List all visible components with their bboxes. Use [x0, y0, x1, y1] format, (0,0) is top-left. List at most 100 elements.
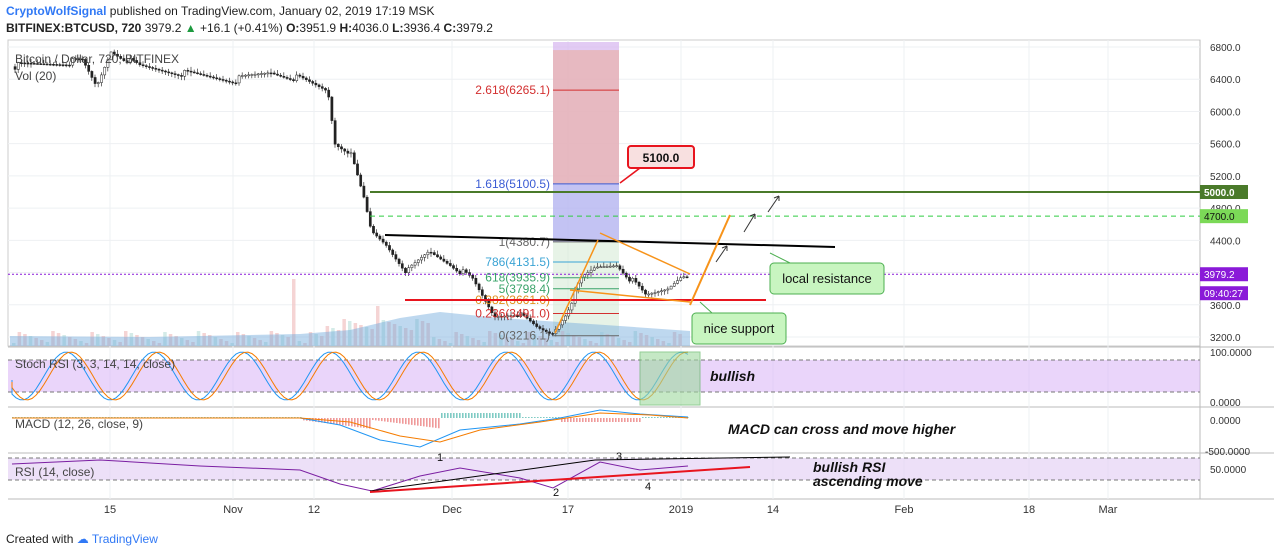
candle-body — [544, 329, 548, 333]
candle-body — [388, 245, 391, 251]
rsi-band — [8, 458, 1200, 480]
candle-body — [548, 331, 551, 334]
macd-histogram-bar — [531, 417, 533, 418]
macd-histogram-bar — [612, 418, 614, 422]
candle-body — [298, 74, 302, 77]
candle-body — [52, 64, 55, 66]
macd-histogram-bar — [663, 417, 665, 418]
author-name[interactable]: CryptoWolfSignal — [6, 4, 107, 18]
volume-bar — [208, 335, 212, 346]
volume-bar — [521, 343, 526, 346]
volume-bar — [112, 340, 117, 346]
volume-bar — [376, 306, 380, 346]
candle-body — [36, 63, 39, 65]
volume-bar — [672, 332, 677, 346]
level-5000-tag — [1200, 185, 1248, 199]
volume-bar — [471, 338, 475, 346]
series-title: Bitcoin / Dollar, 720, BITFINEX — [15, 52, 179, 66]
candle-body — [304, 77, 308, 80]
published-text: published on TradingView.com, January 02… — [109, 4, 435, 18]
candle-body — [234, 82, 238, 85]
candle-body — [186, 70, 190, 72]
level-4700-tag — [1200, 209, 1248, 224]
rsi-tick-label: 50.0000 — [1210, 465, 1247, 476]
volume-bar — [168, 334, 173, 346]
candle-body — [260, 73, 263, 75]
candle-body — [560, 320, 564, 326]
macd-histogram-bar — [546, 417, 548, 418]
stoch-title: Stoch RSI (3, 3, 14, 14, close) — [15, 357, 175, 371]
fib-zone-1618 — [553, 183, 619, 242]
volume-bar — [650, 337, 654, 346]
volume-bar — [320, 336, 324, 346]
support-callout-text: nice support — [704, 321, 775, 336]
macd-histogram-bar — [390, 418, 392, 423]
y-tick-label: 6000.0 — [1210, 107, 1241, 118]
volume-bar — [17, 332, 22, 346]
candle-body — [570, 302, 574, 311]
volume-bar — [163, 332, 167, 346]
macd-histogram-bar — [396, 418, 398, 423]
volume-title: Vol (20) — [15, 69, 56, 83]
x-tick-label: Dec — [442, 504, 462, 516]
macd-histogram-bar — [609, 418, 611, 422]
candle-body — [314, 82, 318, 86]
candle-body — [16, 62, 20, 70]
stoch-band — [8, 360, 1200, 392]
macd-histogram-bar — [606, 418, 608, 422]
macd-histogram-bar — [363, 418, 365, 428]
macd-histogram-bar — [480, 413, 482, 418]
candle-body — [247, 74, 251, 77]
candle-body — [640, 285, 644, 291]
candle-body — [464, 269, 468, 273]
tradingview-logo-icon[interactable]: ☁ — [76, 532, 89, 546]
macd-histogram-bar — [405, 418, 407, 425]
tradingview-brand[interactable]: TradingView — [91, 532, 158, 546]
candle-body — [375, 232, 379, 237]
volume-bar — [174, 336, 178, 346]
macd-histogram-bar — [645, 417, 647, 418]
candle-body — [477, 283, 481, 290]
candle-body — [183, 70, 187, 77]
current-price-tag — [1200, 267, 1248, 282]
rsi-trendline-upper — [369, 459, 596, 492]
macd-histogram-bar — [528, 417, 530, 418]
macd-histogram-bar — [558, 417, 560, 418]
macd-histogram-bar — [441, 413, 443, 418]
rsi-trendline-ext — [594, 456, 791, 461]
candle-body — [445, 260, 449, 264]
candle-body — [263, 72, 267, 75]
candle-body — [224, 80, 228, 82]
volume-bar — [247, 336, 251, 346]
volume-bar — [118, 342, 122, 346]
macd-histogram-bar — [630, 418, 632, 422]
macd-histogram-bar — [501, 413, 503, 418]
volume-bar — [600, 332, 604, 346]
volume-bar — [308, 332, 313, 346]
volume-bar — [577, 337, 582, 346]
candle-body — [90, 71, 94, 78]
candle-body — [29, 62, 33, 65]
volume-bar — [28, 336, 33, 346]
macd-histogram-bar — [423, 418, 425, 427]
macd-histogram-bar — [483, 413, 485, 418]
volume-bar — [40, 340, 44, 346]
candle-body — [74, 58, 78, 60]
candle-body — [205, 75, 209, 77]
volume-bar — [633, 331, 638, 346]
last-price: 3979.2 — [144, 21, 182, 35]
volume-bar — [275, 333, 279, 346]
y-tick-label: 5200.0 — [1210, 172, 1241, 183]
candle-body — [512, 315, 516, 317]
candle-body — [615, 265, 619, 267]
volume-bar — [387, 322, 391, 346]
target-callout-pointer — [619, 167, 641, 184]
candle-body — [352, 152, 356, 165]
candle-body — [87, 65, 91, 72]
ohlc-high: 4036.0 — [352, 21, 389, 35]
candle-body — [23, 62, 27, 65]
candle-body — [311, 81, 315, 84]
candle-body — [135, 60, 139, 63]
countdown-label: 09:40:27 — [1204, 289, 1243, 300]
